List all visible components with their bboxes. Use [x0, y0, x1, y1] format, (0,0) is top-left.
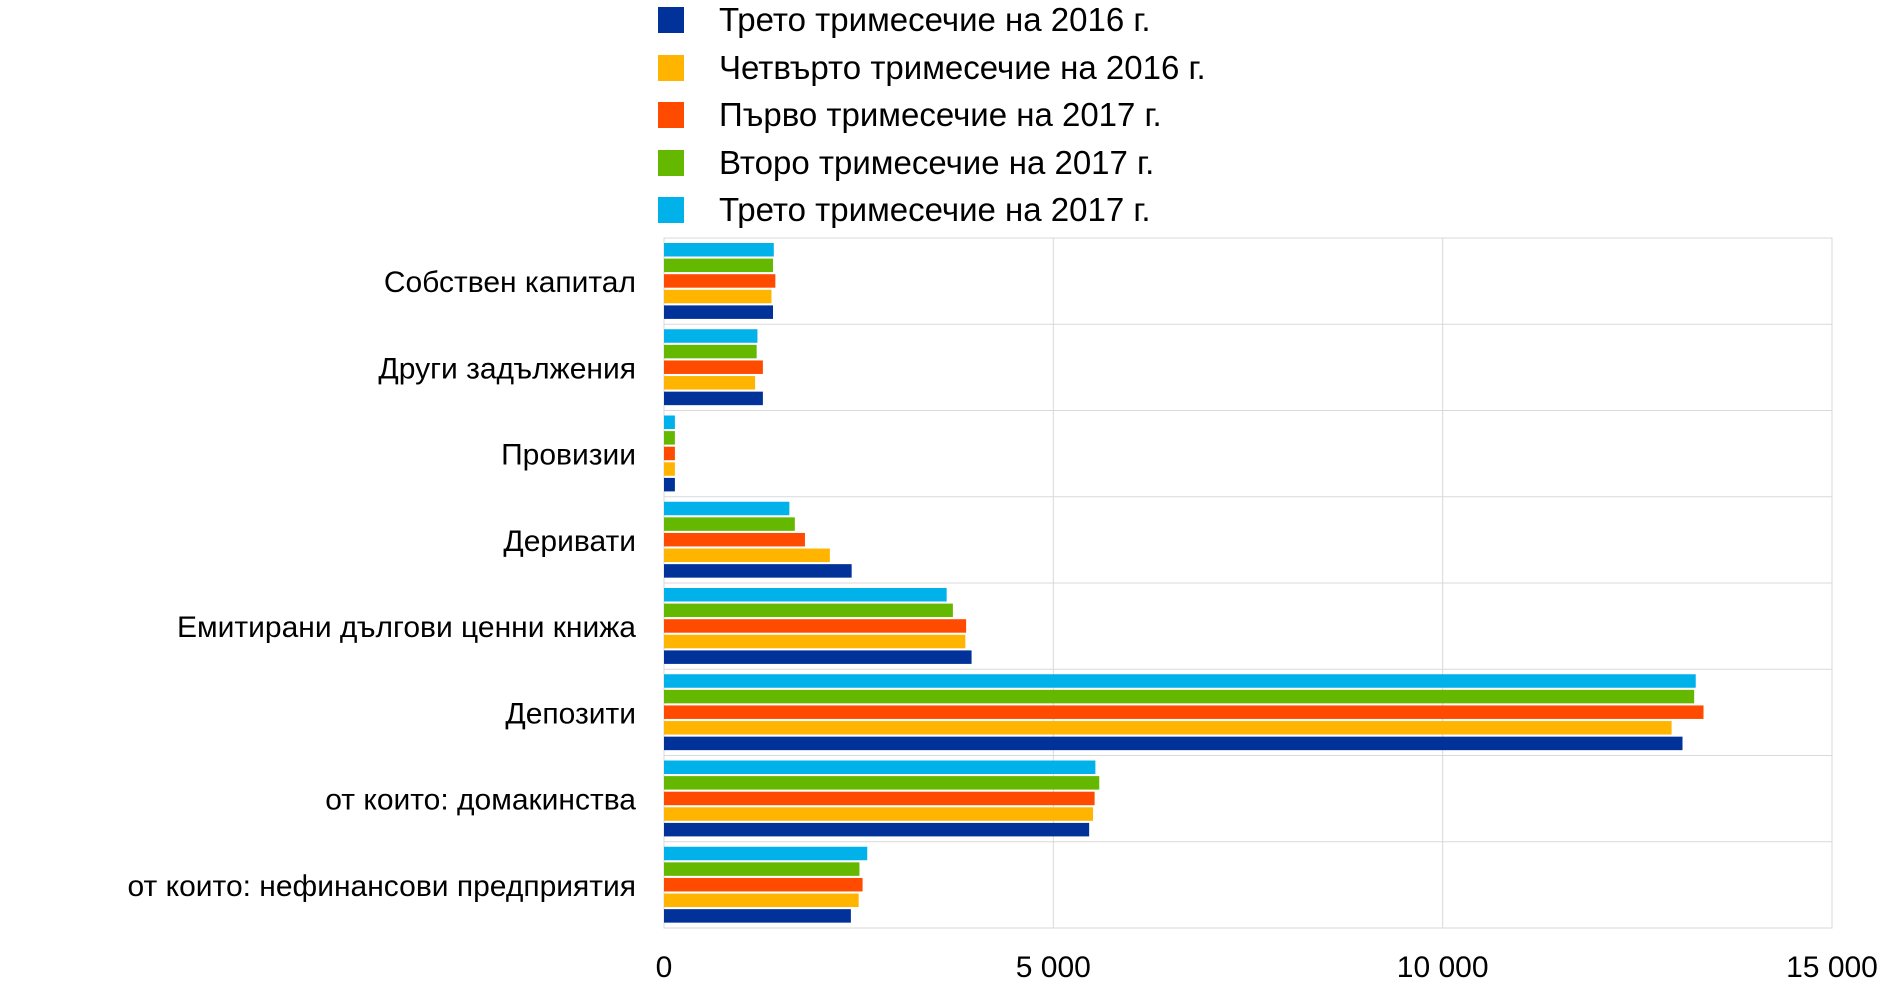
bar: [664, 736, 1683, 751]
legend-item: Трето тримесечие на 2017 г.: [658, 191, 1151, 228]
category-label: от които: нефинансови предприятия: [128, 870, 636, 903]
legend-swatch: [658, 197, 684, 223]
bar: [664, 462, 675, 476]
bar: [664, 391, 763, 406]
x-tick-label: 0: [656, 951, 673, 984]
category-label: Депозити: [505, 697, 636, 730]
category-label: от които: домакинства: [325, 784, 636, 817]
bar: [664, 689, 1695, 704]
bar: [664, 705, 1704, 719]
bar: [664, 532, 805, 547]
legend-item: Първо тримесечие на 2017 г.: [658, 96, 1162, 133]
legend-swatch: [658, 54, 684, 81]
x-tick-label: 15 000: [1786, 951, 1878, 984]
bar: [664, 477, 675, 492]
legend-item: Второ тримесечие на 2017 г.: [658, 144, 1154, 181]
legend-label: Четвърто тримесечие на 2016 г.: [719, 48, 1206, 86]
bar: [664, 791, 1095, 806]
category-label: Провизии: [501, 439, 636, 472]
bar: [664, 721, 1672, 735]
bar: [664, 289, 772, 304]
legend-swatch: [658, 102, 684, 128]
bar: [664, 862, 860, 876]
bar: [664, 360, 763, 374]
bar: [664, 588, 947, 602]
bar: [664, 619, 967, 633]
bar: [664, 564, 852, 578]
bar: [664, 893, 859, 908]
bar: [664, 376, 756, 390]
legend-label: Трето тримесечие на 2017 г.: [719, 191, 1151, 228]
legend-label: Първо тримесечие на 2017 г.: [719, 96, 1162, 133]
bar: [664, 650, 972, 664]
bar: [664, 274, 776, 288]
bar: [664, 258, 774, 273]
bar: [664, 329, 758, 343]
bar: [664, 305, 774, 319]
bar: [664, 548, 830, 563]
bar: [664, 760, 1096, 774]
category-label: Собствен капитал: [384, 266, 636, 299]
bar: [664, 501, 790, 516]
bar: [664, 909, 851, 923]
category-label: Емитирани дългови ценни книжа: [177, 611, 636, 644]
legend-label: Второ тримесечие на 2017 г.: [719, 143, 1155, 181]
bar: [664, 603, 953, 618]
x-tick-label: 10 000: [1397, 951, 1489, 984]
legend-item: Трето тримесечие на 2016 г.: [658, 1, 1151, 38]
bar: [664, 446, 675, 461]
bar: [664, 431, 675, 445]
bar: [664, 674, 1696, 688]
legend-item: Четвърто тримесечие на 2016 г.: [658, 49, 1206, 86]
bar: [664, 415, 675, 429]
bar: [664, 822, 1090, 837]
bar: [664, 517, 795, 531]
category-label: Други задължения: [378, 352, 636, 385]
legend-swatch: [658, 7, 684, 33]
legend-swatch: [658, 149, 684, 176]
bar: [664, 634, 966, 649]
bar: [664, 243, 774, 257]
bar: [664, 344, 757, 359]
bar: [664, 877, 863, 892]
category-label: Деривати: [503, 525, 636, 558]
bar: [664, 807, 1094, 821]
bar: [664, 846, 868, 861]
x-tick-label: 5 000: [1016, 951, 1091, 984]
legend-label: Трето тримесечие на 2016 г.: [719, 1, 1151, 38]
bar: [664, 776, 1100, 790]
